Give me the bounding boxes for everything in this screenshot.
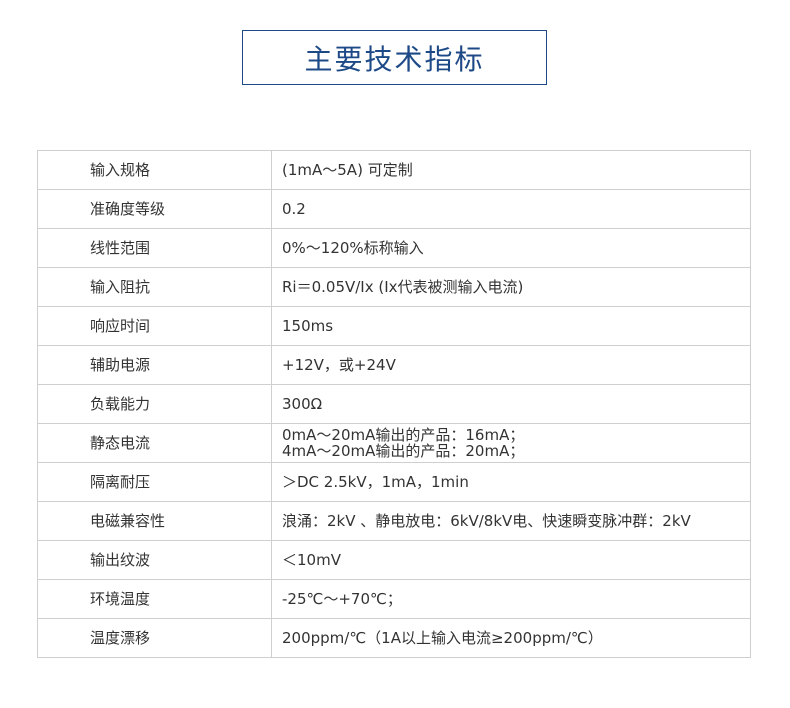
spec-value: ＞DC 2.5kV，1mA，1min: [271, 462, 751, 502]
table-row: 线性范围 0%～120%标称输入: [37, 228, 751, 268]
spec-value: ＜10mV: [271, 540, 751, 580]
spec-value: 300Ω: [271, 384, 751, 424]
table-row: 隔离耐压 ＞DC 2.5kV，1mA，1min: [37, 462, 751, 502]
table-row: 环境温度 -25℃～+70℃；: [37, 579, 751, 619]
table-row: 静态电流 0mA～20mA输出的产品：16mA； 4mA～20mA输出的产品：20…: [37, 423, 751, 463]
table-row: 电磁兼容性 浪涌：2kV 、静电放电：6kV/8kV电、快速瞬变脉冲群：2kV: [37, 501, 751, 541]
section-title: 主要技术指标: [242, 30, 547, 85]
spec-value: +12V，或+24V: [271, 345, 751, 385]
spec-label: 线性范围: [37, 228, 272, 268]
spec-value: 0mA～20mA输出的产品：16mA； 4mA～20mA输出的产品：20mA；: [271, 423, 751, 463]
spec-label: 响应时间: [37, 306, 272, 346]
table-row: 辅助电源 +12V，或+24V: [37, 345, 751, 385]
spec-value: Ri＝0.05V/Ix (Ix代表被测输入电流): [271, 267, 751, 307]
table-row: 准确度等级 0.2: [37, 189, 751, 229]
spec-table: 输入规格 (1mA～5A) 可定制 准确度等级 0.2 线性范围 0%～120%标称输入输…: [37, 150, 751, 658]
table-row: 负载能力 300Ω: [37, 384, 751, 424]
spec-label: 输出纹波: [37, 540, 272, 580]
spec-value: 0%～120%标称输入: [271, 228, 751, 268]
spec-value: (1mA～5A) 可定制: [271, 150, 751, 190]
spec-label: 辅助电源: [37, 345, 272, 385]
spec-label: 负载能力: [37, 384, 272, 424]
table-row: 温度漂移 200ppm/℃（1A以上输入电流≥200ppm/℃）: [37, 618, 751, 658]
table-row: 响应时间 150ms: [37, 306, 751, 346]
spec-label: 输入阻抗: [37, 267, 272, 307]
spec-label: 电磁兼容性: [37, 501, 272, 541]
spec-label: 静态电流: [37, 423, 272, 463]
spec-value: 150ms: [271, 306, 751, 346]
table-row: 输入规格 (1mA～5A) 可定制: [37, 150, 751, 190]
spec-label: 温度漂移: [37, 618, 272, 658]
spec-value: 0.2: [271, 189, 751, 229]
spec-label: 输入规格: [37, 150, 272, 190]
spec-label: 环境温度: [37, 579, 272, 619]
table-row: 输入阻抗 Ri＝0.05V/Ix (Ix代表被测输入电流): [37, 267, 751, 307]
spec-label: 准确度等级: [37, 189, 272, 229]
spec-label: 隔离耐压: [37, 462, 272, 502]
table-row: 输出纹波 ＜10mV: [37, 540, 751, 580]
spec-value: 浪涌：2kV 、静电放电：6kV/8kV电、快速瞬变脉冲群：2kV: [271, 501, 751, 541]
spec-value: -25℃～+70℃；: [271, 579, 751, 619]
spec-value: 200ppm/℃（1A以上输入电流≥200ppm/℃）: [271, 618, 751, 658]
